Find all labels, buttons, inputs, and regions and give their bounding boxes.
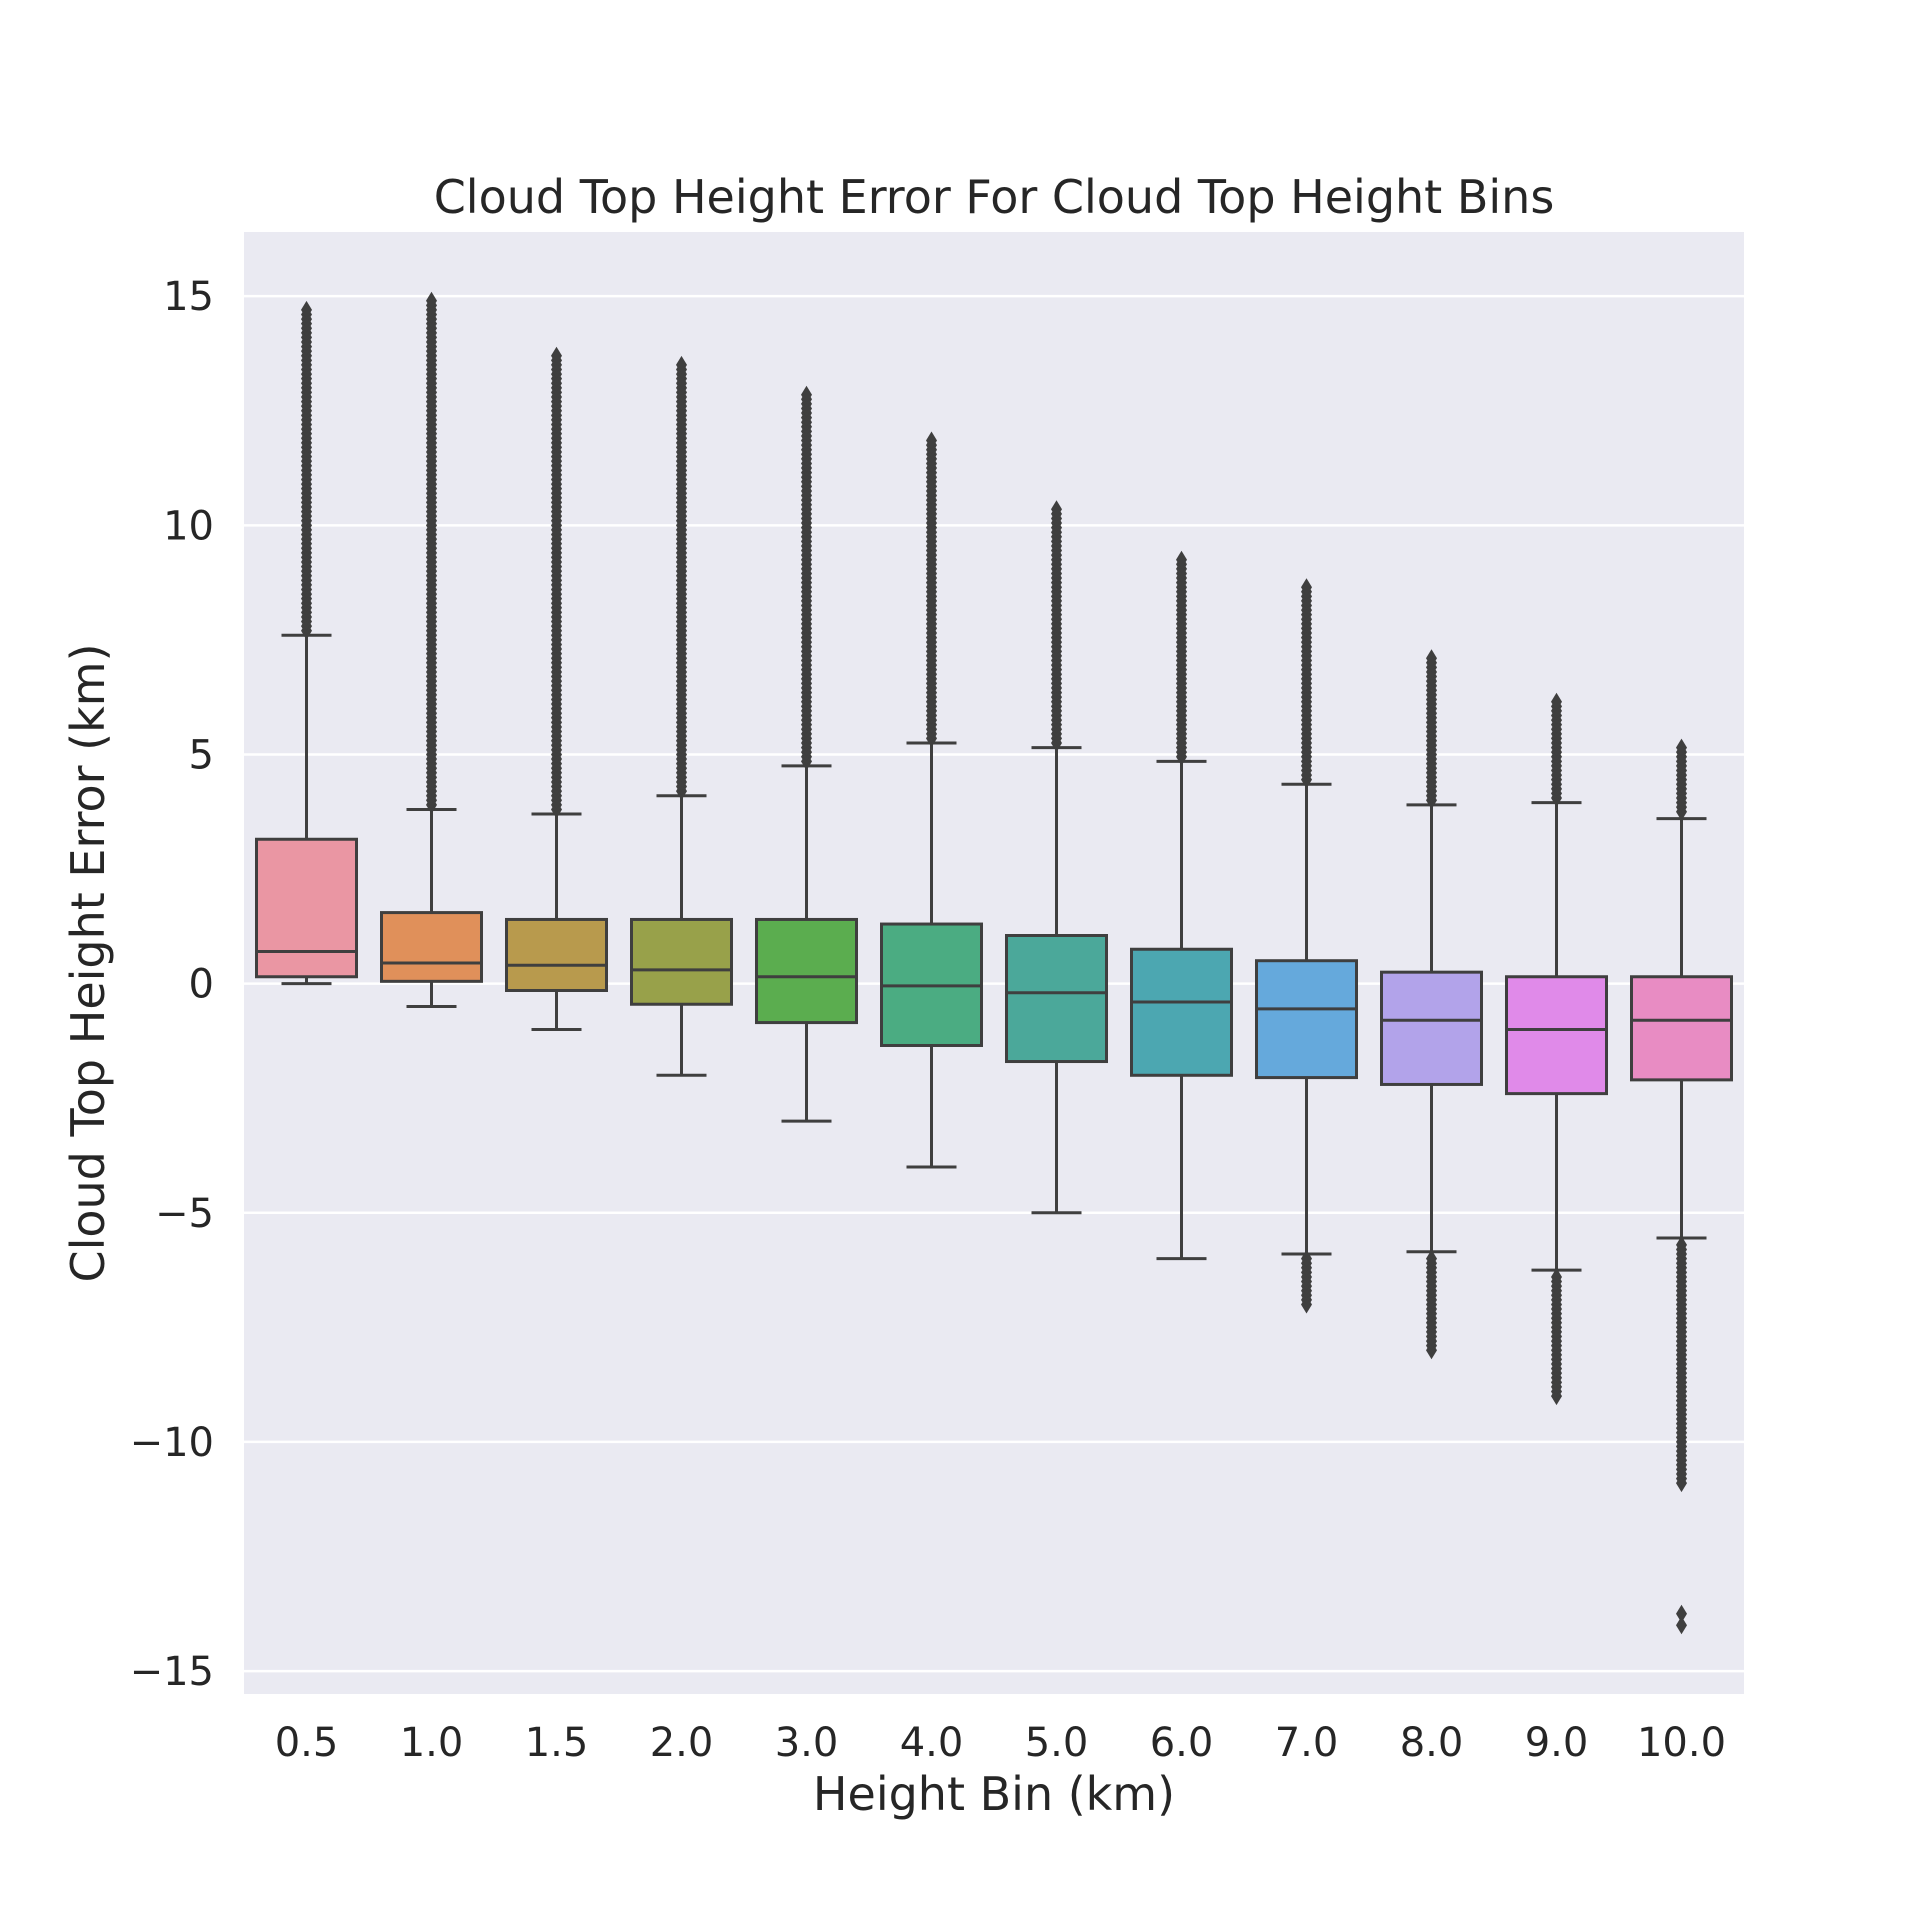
box-body [1005,934,1108,1064]
outlier-point [301,300,312,319]
box-group [1505,692,1608,1406]
outlier-point [1551,692,1562,711]
box-group [1630,738,1733,1635]
outlier-point [1676,1604,1687,1623]
box-group [505,346,608,1031]
outlier-point [1301,578,1312,597]
outlier-point [1176,550,1187,569]
x-tick-label: 0.5 [275,1720,339,1766]
boxes [255,291,1733,1635]
box-body [380,911,483,983]
y-tick-label: 5 [189,732,214,778]
x-tick-label: 10.0 [1637,1720,1726,1766]
outlier-point [426,291,437,310]
y-tick-label: −5 [155,1191,214,1237]
y-axis-label: Cloud Top Height Error (km) [61,643,115,1282]
outlier-point [1051,500,1062,519]
box-body [755,917,858,1025]
box-group [630,355,733,1077]
outlier-point [801,385,812,404]
box-group [1380,649,1483,1360]
box-group [255,300,358,986]
x-tick-label: 9.0 [1525,1720,1589,1766]
outlier-point [926,431,937,450]
outlier-point [1426,1249,1437,1268]
x-tick-label: 6.0 [1150,1720,1214,1766]
x-tick-label: 2.0 [650,1720,714,1766]
outlier-point [1676,738,1687,757]
outlier-point [1551,1267,1562,1286]
box-group [1005,500,1108,1215]
outlier-point [551,346,562,365]
y-tick-label: −15 [130,1649,214,1695]
y-tick-label: −10 [130,1420,214,1466]
box-body [505,917,608,992]
box-body [630,917,733,1006]
box-body [1380,970,1483,1086]
box-body [1255,959,1358,1080]
x-tick-labels: 0.5 1.0 1.5 2.0 3.0 4.0 5.0 6.0 7.0 8.0 9.0 10.0 [275,1720,1726,1766]
box-group [1130,550,1233,1261]
x-tick-label: 5.0 [1025,1720,1089,1766]
outlier-point [676,355,687,374]
x-tick-label: 4.0 [900,1720,964,1766]
box-body [1130,947,1233,1077]
y-tick-label: 10 [163,503,214,549]
chart-title: Cloud Top Height Error For Cloud Top Hei… [434,170,1555,224]
box-body [1630,975,1733,1082]
y-tick-labels: 15 10 5 0 −5 −10 −15 [130,274,214,1695]
y-tick-label: 15 [163,274,214,320]
outlier-point [1301,1249,1312,1268]
y-tick-label: 0 [189,962,214,1008]
box-group [1255,578,1358,1314]
x-tick-label: 8.0 [1400,1720,1464,1766]
outlier-point [1426,649,1437,668]
box-body [1505,975,1608,1096]
x-tick-label: 3.0 [775,1720,839,1766]
plot-background [244,232,1744,1694]
box-group [380,291,483,1009]
box-group [755,385,858,1123]
x-tick-label: 1.0 [400,1720,464,1766]
grid-lines [244,294,1744,1673]
box-group [880,431,983,1169]
box-body [255,837,358,979]
outlier-point [1676,1235,1687,1254]
x-tick-label: 7.0 [1275,1720,1339,1766]
x-axis-label: Height Bin (km) [813,1767,1175,1821]
x-tick-label: 1.5 [525,1720,589,1766]
outlier-point [1676,1616,1687,1635]
